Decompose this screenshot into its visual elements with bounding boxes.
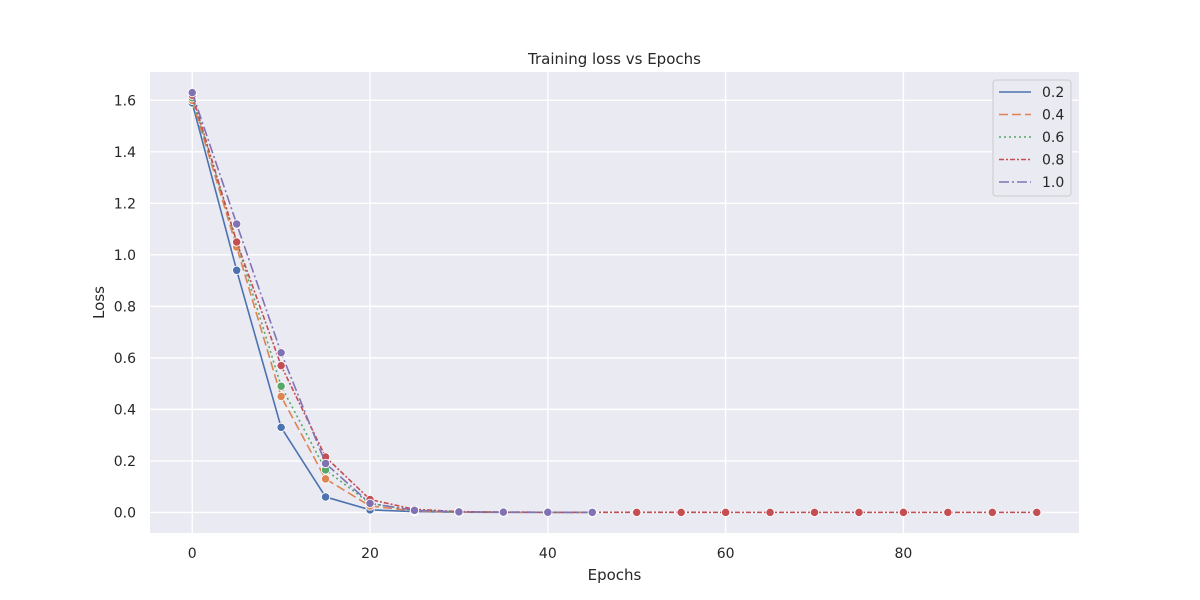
y-tick-label: 0.4 bbox=[114, 402, 136, 418]
data-point bbox=[276, 381, 286, 391]
y-tick-label: 0.0 bbox=[114, 505, 136, 521]
data-point bbox=[854, 507, 864, 518]
data-point bbox=[187, 87, 197, 98]
data-point bbox=[276, 422, 286, 433]
data-point bbox=[409, 505, 420, 515]
legend-box bbox=[992, 79, 1072, 197]
plot-background bbox=[150, 72, 1079, 533]
series-line bbox=[191, 92, 593, 514]
series-line bbox=[191, 97, 593, 514]
x-tick-label: 60 bbox=[717, 546, 735, 562]
x-axis-ticks: 0 20 40 60 80 bbox=[188, 546, 913, 562]
data-point bbox=[232, 219, 242, 229]
x-tick-label: 80 bbox=[895, 546, 913, 562]
data-point bbox=[1032, 507, 1042, 518]
data-point bbox=[632, 507, 642, 517]
x-tick-label: 0 bbox=[188, 546, 197, 562]
data-point bbox=[365, 498, 375, 509]
chart-title: Training loss vs Epochs bbox=[527, 50, 701, 68]
y-tick-label: 1.4 bbox=[114, 145, 136, 161]
data-point bbox=[320, 474, 331, 484]
data-point bbox=[276, 391, 286, 402]
y-tick-label: 0.8 bbox=[114, 299, 136, 315]
y-tick-label: 1.6 bbox=[114, 93, 136, 109]
y-tick-label: 1.2 bbox=[114, 196, 136, 212]
data-point bbox=[276, 348, 286, 358]
legend: 0.2 0.4 0.6 0.8 1.0 bbox=[992, 79, 1072, 197]
legend-label: 0.4 bbox=[1042, 108, 1064, 124]
data-point bbox=[720, 507, 731, 518]
data-point bbox=[898, 507, 909, 518]
series-group bbox=[187, 87, 1042, 518]
data-point bbox=[320, 492, 331, 502]
x-tick-label: 20 bbox=[361, 546, 379, 562]
data-point bbox=[943, 507, 953, 518]
data-point bbox=[320, 458, 331, 469]
legend-label: 0.8 bbox=[1042, 153, 1064, 169]
x-tick-label: 40 bbox=[539, 546, 557, 562]
legend-label: 0.6 bbox=[1042, 130, 1064, 146]
y-tick-label: 0.6 bbox=[114, 351, 136, 367]
data-point bbox=[809, 507, 820, 518]
data-point bbox=[765, 507, 775, 518]
data-point bbox=[232, 265, 242, 275]
y-axis-ticks: 0.0 0.2 0.4 0.6 0.8 1.0 1.2 1.4 1.6 bbox=[114, 93, 136, 521]
data-point bbox=[454, 507, 464, 517]
legend-label: 1.0 bbox=[1042, 175, 1064, 191]
data-point bbox=[276, 360, 286, 371]
series-1.0 bbox=[187, 87, 597, 517]
y-axis-label: Loss bbox=[90, 286, 108, 319]
data-point bbox=[543, 507, 553, 517]
data-point bbox=[987, 507, 997, 518]
data-point bbox=[587, 507, 597, 517]
series-line bbox=[191, 102, 593, 514]
data-point bbox=[498, 507, 509, 517]
y-tick-label: 0.2 bbox=[114, 454, 136, 470]
x-axis-label: Epochs bbox=[588, 566, 642, 584]
series-line bbox=[191, 94, 1037, 514]
data-point bbox=[676, 507, 686, 517]
data-point bbox=[232, 237, 242, 247]
legend-label: 0.2 bbox=[1042, 85, 1064, 101]
y-tick-label: 1.0 bbox=[114, 248, 136, 264]
